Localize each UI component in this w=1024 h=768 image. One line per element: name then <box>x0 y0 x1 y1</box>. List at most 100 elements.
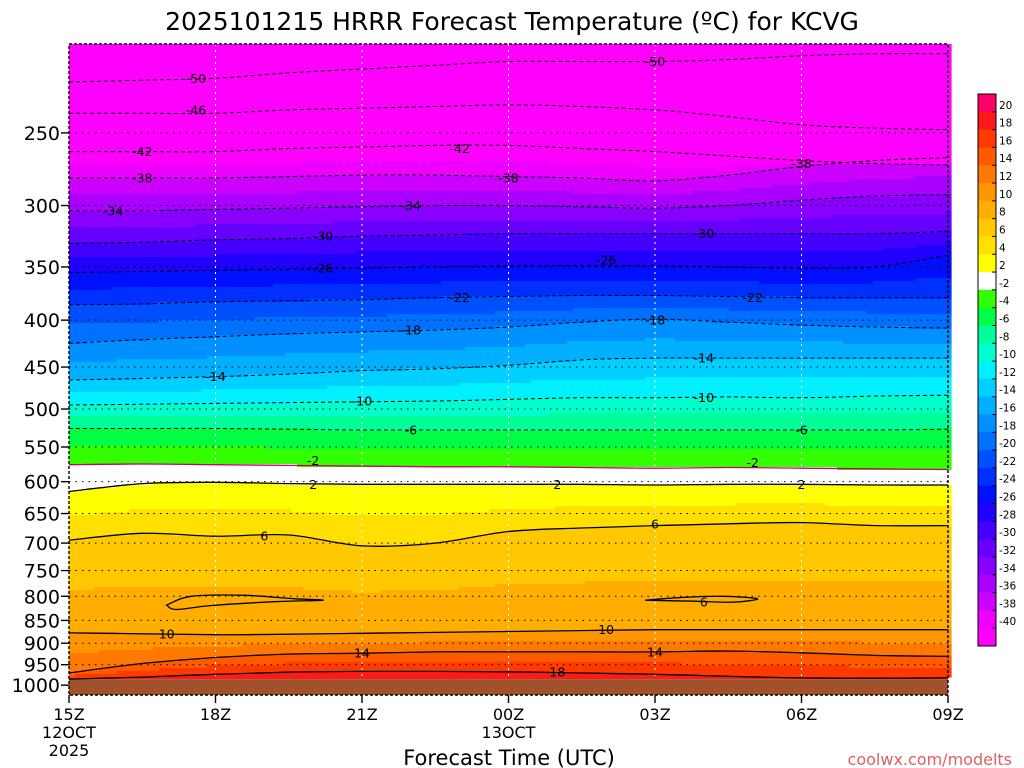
colorbar-swatch <box>978 414 996 433</box>
colorbar-frame <box>977 93 997 647</box>
colorbar-label: 8 <box>999 207 1006 219</box>
contour-label: -38 <box>132 171 152 186</box>
colorbar-label: -4 <box>999 296 1010 308</box>
colorbar-label: -22 <box>999 456 1016 468</box>
y-tick-label: 500 <box>24 399 60 421</box>
colorbar-label: 18 <box>999 118 1012 130</box>
colorbar-label: -20 <box>999 438 1016 450</box>
colorbar-label: 14 <box>999 153 1013 165</box>
y-tick-label: 950 <box>24 655 60 677</box>
colorbar-label: 12 <box>999 171 1012 183</box>
colorbar-label: 10 <box>999 189 1012 201</box>
contour-label: -38 <box>791 156 811 171</box>
temperature-field <box>69 44 952 695</box>
y-tick-label: 450 <box>24 357 60 379</box>
colorbar-swatch <box>978 503 996 522</box>
contour-m2 <box>68 463 949 471</box>
contour-label: 2 <box>798 477 806 492</box>
colorbar-swatch <box>978 361 996 380</box>
colorbar-swatch <box>978 254 996 273</box>
colorbar-swatch <box>978 432 996 451</box>
contour-18 <box>68 670 949 680</box>
colorbar-swatch <box>978 378 996 398</box>
colorbar-label: -28 <box>999 509 1016 521</box>
colorbar-label: -38 <box>999 598 1016 610</box>
contour-10 <box>68 628 948 636</box>
colorbar-swatch <box>978 450 996 469</box>
contour-label: -10 <box>694 390 714 405</box>
colorbar-swatch <box>978 147 996 166</box>
colorbar-swatch <box>978 236 996 255</box>
contour-label: -34 <box>401 198 421 213</box>
colorbar-swatch <box>978 467 996 487</box>
contour-label: -26 <box>596 253 616 268</box>
contour-label: 10 <box>598 622 614 637</box>
contour-label: -42 <box>132 144 152 159</box>
x-tick-label: 21Z <box>346 705 377 724</box>
contour-label: -6 <box>795 422 808 437</box>
contour-label: 6 <box>651 516 659 531</box>
colorbar-label: -30 <box>999 527 1016 539</box>
y-tick-label: 700 <box>24 533 60 555</box>
below-ground-area <box>69 679 948 695</box>
contour-label: 6 <box>260 529 268 544</box>
colorbar-swatch <box>978 200 996 220</box>
colorbar-label: -24 <box>999 474 1016 486</box>
x-tick-label: 18Z <box>200 705 231 724</box>
colorbar-swatch <box>978 521 996 540</box>
colorbar-label: -10 <box>999 349 1016 361</box>
contour-label: -50 <box>186 71 206 86</box>
colorbar-label: -2 <box>999 278 1009 290</box>
colorbar-swatch <box>978 165 996 184</box>
colorbar-swatch <box>978 289 996 309</box>
closed-contour-0 <box>165 594 324 611</box>
contour-label: -14 <box>205 369 225 384</box>
y-tick-label: 900 <box>24 633 60 655</box>
colorbar-label: -6 <box>999 313 1010 325</box>
colorbar-swatch <box>978 556 996 576</box>
colorbar-swatch <box>978 396 996 416</box>
y-tick-label: 600 <box>24 472 60 494</box>
colorbar-label: -12 <box>999 367 1016 379</box>
contour-label: -30 <box>694 226 714 241</box>
x-axis-label: Forecast Time (UTC) <box>403 746 615 768</box>
y-tick-label: 850 <box>24 610 60 632</box>
contour-label: 2 <box>309 477 317 492</box>
colorbar-swatch <box>978 343 996 362</box>
colorbar-swatch <box>978 183 996 202</box>
colorbar-swatch <box>978 272 996 291</box>
x-tick-label: 03Z <box>639 705 670 724</box>
x-tick-label: 2025 <box>49 741 90 760</box>
contour-label: -10 <box>352 393 372 408</box>
y-tick-label: 400 <box>24 310 60 332</box>
contour-label: -42 <box>449 141 469 156</box>
contour-label: 14 <box>647 644 663 659</box>
colorbar-label: -40 <box>999 616 1016 628</box>
y-tick-label: 350 <box>24 257 60 279</box>
colorbar-label: 2 <box>999 260 1006 272</box>
y-tick-label: 550 <box>24 437 60 459</box>
closed-contour-1 <box>645 595 759 603</box>
colorbar-swatch <box>978 307 996 326</box>
contour-label: -46 <box>186 102 206 117</box>
contour-label: 14 <box>354 646 370 661</box>
colorbar-swatch <box>978 628 996 647</box>
contour-14 <box>68 650 949 674</box>
colorbar-label: -8 <box>999 331 1009 343</box>
colorbar-swatch <box>978 111 996 131</box>
colorbar-label: 20 <box>999 100 1012 112</box>
x-tick-label: 06Z <box>786 705 817 724</box>
contour-6 <box>68 521 949 547</box>
colorbar-swatch <box>978 94 996 113</box>
y-tick-label: 650 <box>24 504 60 526</box>
contour-2 <box>68 481 949 493</box>
colorbar-swatch <box>978 485 996 505</box>
colorbar-label: -16 <box>999 403 1016 415</box>
colorbar-swatch <box>978 592 996 611</box>
colorbar-label: -18 <box>999 420 1016 432</box>
contour-label: -14 <box>694 351 714 366</box>
colorbar-swatch <box>978 574 996 594</box>
contour-label: -22 <box>449 290 469 305</box>
colorbar-label: 6 <box>999 224 1006 236</box>
